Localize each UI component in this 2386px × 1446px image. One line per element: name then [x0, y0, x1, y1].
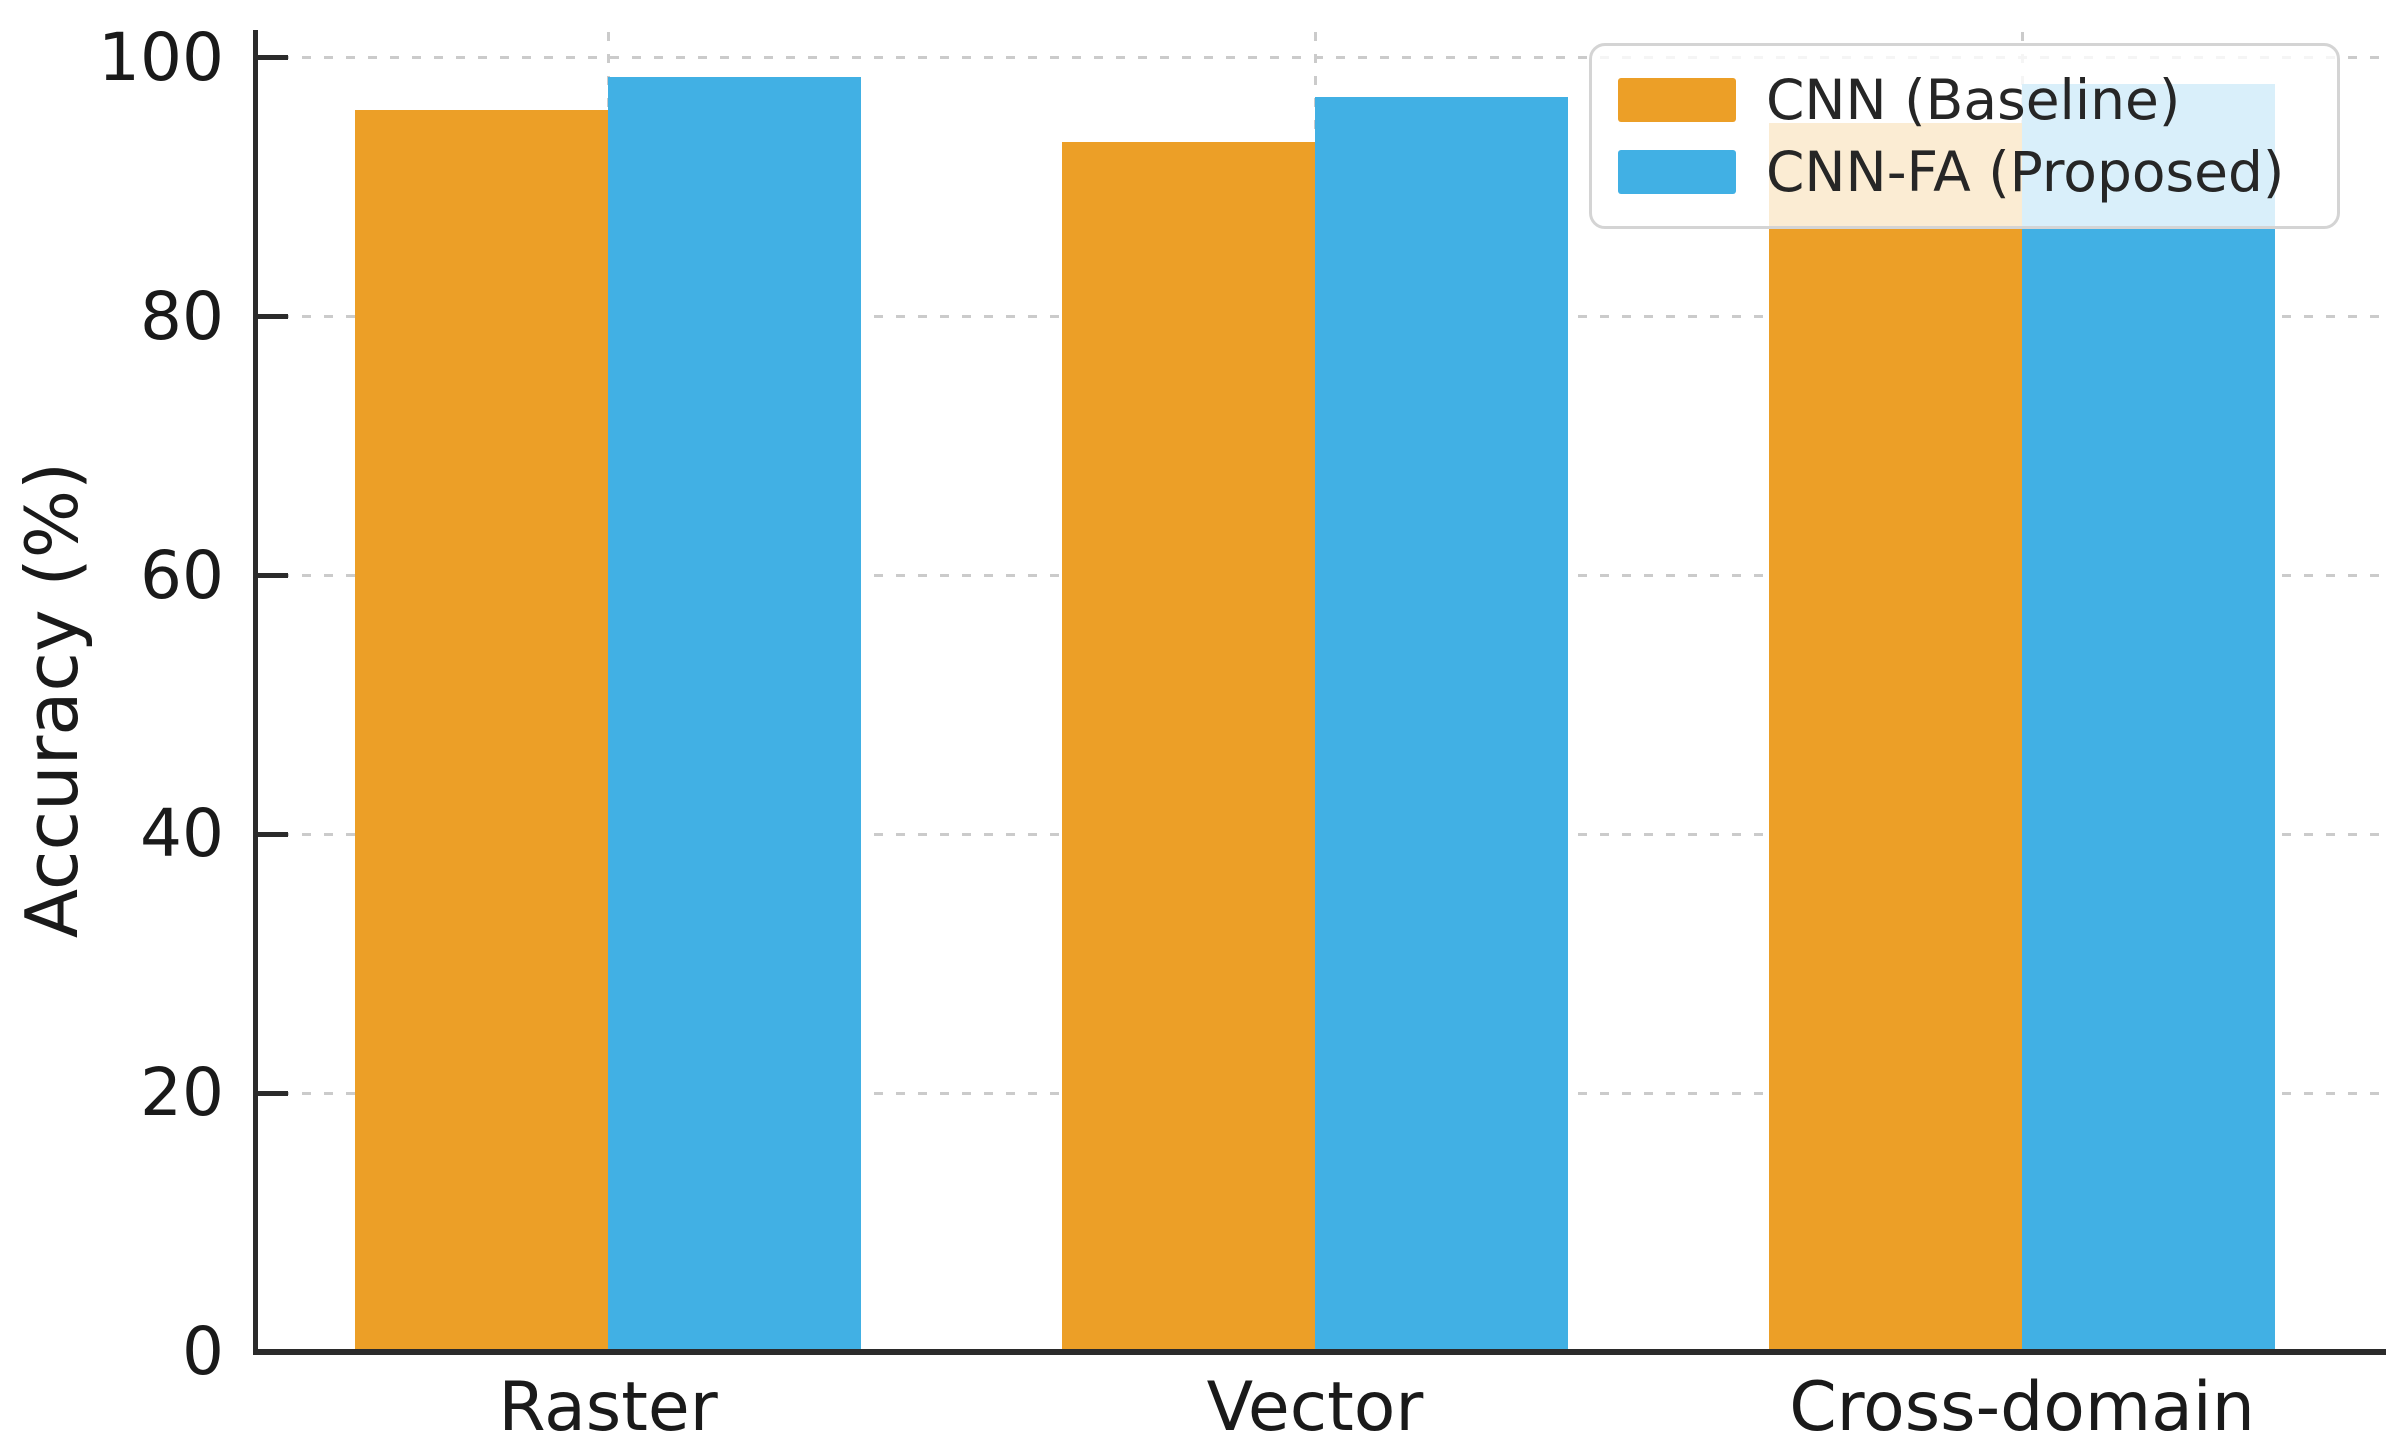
y-tick-mark: [258, 831, 288, 837]
x-tick-label: Cross-domain: [1789, 1368, 2255, 1446]
legend-swatch-cnn-fa-proposed: [1618, 150, 1736, 195]
x-tick-label: Raster: [498, 1368, 718, 1446]
x-tick-label: Vector: [1206, 1368, 1424, 1446]
legend-swatch-cnn-baseline: [1618, 77, 1736, 122]
bar-vector-proposed: [1315, 96, 1568, 1352]
y-tick-mark: [258, 1349, 288, 1355]
y-axis-line: [253, 30, 258, 1355]
y-tick-label: 0: [182, 1313, 224, 1390]
y-tick-label: 100: [98, 18, 224, 96]
bar-raster-baseline: [355, 109, 608, 1352]
y-tick-mark: [258, 1090, 288, 1096]
x-axis-line: [253, 1349, 2386, 1355]
bar-raster-proposed: [608, 77, 861, 1352]
legend-entry-cnn-fa-proposed: CNN-FA (Proposed): [1618, 143, 2311, 201]
y-tick-mark: [258, 314, 288, 320]
bar-vector-baseline: [1062, 142, 1315, 1352]
legend-label-cnn-baseline: CNN (Baseline): [1766, 67, 2181, 132]
y-tick-label: 20: [140, 1054, 224, 1132]
plot-area: [258, 32, 2386, 1352]
legend: CNN (Baseline) CNN-FA (Proposed): [1589, 43, 2340, 229]
y-tick-label: 80: [140, 277, 224, 355]
gridline-horizontal: [258, 56, 2386, 60]
bar-cross-domain-baseline: [1769, 122, 2022, 1352]
y-tick-label: 40: [140, 795, 224, 873]
y-tick-mark: [258, 573, 288, 579]
legend-entry-cnn-baseline: CNN (Baseline): [1618, 71, 2311, 129]
legend-label-cnn-fa-proposed: CNN-FA (Proposed): [1766, 140, 2285, 205]
y-tick-label: 60: [140, 536, 224, 614]
bar-cross-domain-proposed: [2022, 83, 2275, 1352]
y-tick-mark: [258, 55, 288, 61]
